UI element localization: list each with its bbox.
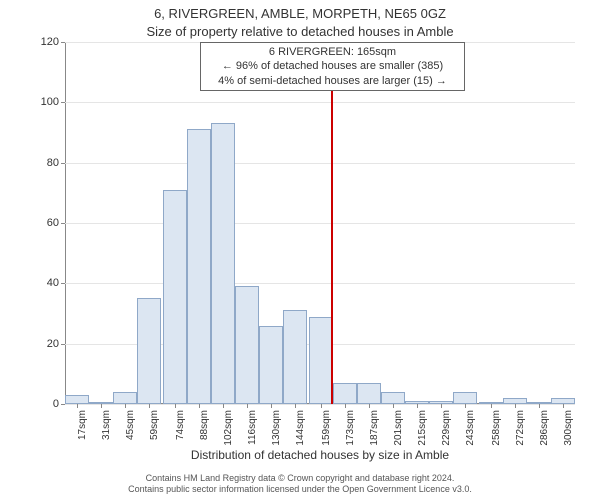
- x-axis-label: Distribution of detached houses by size …: [65, 448, 575, 462]
- x-tick-mark: [199, 404, 200, 408]
- y-axis-label: Number of detached properties: [0, 0, 8, 58]
- grid-line: [65, 163, 575, 164]
- x-tick-mark: [321, 404, 322, 408]
- histogram-bar: [235, 286, 259, 404]
- x-tick-mark: [417, 404, 418, 408]
- y-tick-label: 60: [29, 217, 59, 229]
- x-tick-mark: [515, 404, 516, 408]
- x-tick-mark: [295, 404, 296, 408]
- histogram-plot: 02040608010012017sqm31sqm45sqm59sqm74sqm…: [65, 42, 575, 404]
- y-tick-mark: [61, 42, 65, 43]
- x-tick-mark: [77, 404, 78, 408]
- reference-line: [331, 42, 333, 404]
- x-tick-mark: [271, 404, 272, 408]
- x-tick-mark: [465, 404, 466, 408]
- y-tick-label: 120: [29, 36, 59, 48]
- annotation-box: 6 RIVERGREEN: 165sqm ← 96% of detached h…: [200, 42, 465, 91]
- footer-line1: Contains HM Land Registry data © Crown c…: [0, 473, 600, 485]
- annotation-line2: ← 96% of detached houses are smaller (38…: [205, 59, 460, 73]
- y-tick-mark: [61, 223, 65, 224]
- histogram-bar: [65, 395, 89, 404]
- y-tick-mark: [61, 283, 65, 284]
- grid-line: [65, 223, 575, 224]
- x-tick-mark: [223, 404, 224, 408]
- x-tick-mark: [491, 404, 492, 408]
- x-tick-mark: [539, 404, 540, 408]
- x-tick-mark: [149, 404, 150, 408]
- histogram-bar: [381, 392, 405, 404]
- page: 6, RIVERGREEN, AMBLE, MORPETH, NE65 0GZ …: [0, 0, 600, 500]
- x-tick-mark: [393, 404, 394, 408]
- x-tick-mark: [369, 404, 370, 408]
- histogram-bar: [113, 392, 137, 404]
- y-tick-label: 20: [29, 338, 59, 350]
- y-tick-label: 40: [29, 277, 59, 289]
- x-tick-mark: [125, 404, 126, 408]
- x-tick-mark: [247, 404, 248, 408]
- histogram-bar: [309, 317, 333, 404]
- grid-line: [65, 283, 575, 284]
- y-tick-mark: [61, 404, 65, 405]
- y-tick-label: 80: [29, 157, 59, 169]
- histogram-bar: [211, 123, 235, 404]
- histogram-bar: [163, 190, 187, 404]
- annotation-line1: 6 RIVERGREEN: 165sqm: [205, 45, 460, 59]
- page-title-line2: Size of property relative to detached ho…: [0, 24, 600, 39]
- histogram-bar: [333, 383, 357, 404]
- x-tick-mark: [441, 404, 442, 408]
- y-tick-label: 0: [29, 398, 59, 410]
- histogram-bar: [137, 298, 161, 404]
- y-tick-mark: [61, 102, 65, 103]
- histogram-bar: [259, 326, 283, 404]
- y-tick-mark: [61, 163, 65, 164]
- footer-line2: Contains public sector information licen…: [0, 484, 600, 496]
- y-tick-label: 100: [29, 96, 59, 108]
- y-tick-mark: [61, 344, 65, 345]
- x-tick-mark: [175, 404, 176, 408]
- page-title-line1: 6, RIVERGREEN, AMBLE, MORPETH, NE65 0GZ: [0, 6, 600, 21]
- annotation-line3: 4% of semi-detached houses are larger (1…: [205, 74, 460, 88]
- grid-line: [65, 102, 575, 103]
- histogram-bar: [283, 310, 307, 404]
- x-tick-mark: [101, 404, 102, 408]
- x-tick-mark: [563, 404, 564, 408]
- histogram-bar: [357, 383, 381, 404]
- x-tick-mark: [345, 404, 346, 408]
- histogram-bar: [453, 392, 477, 404]
- footer: Contains HM Land Registry data © Crown c…: [0, 473, 600, 496]
- histogram-bar: [187, 129, 211, 404]
